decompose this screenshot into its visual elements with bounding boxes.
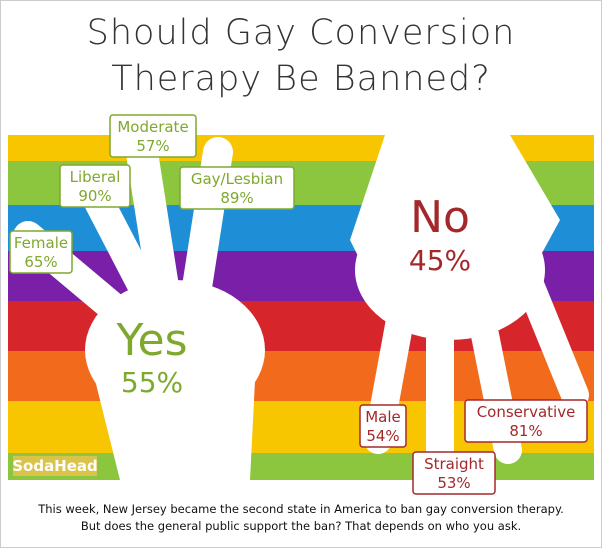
brand: SodaHead [12,457,98,475]
group-label: Male [365,408,401,426]
group-box [412,451,496,495]
group-box [464,399,588,443]
no-value: 45% [409,244,471,277]
yes-hand [13,124,265,480]
group-label: Straight [424,455,484,473]
group-label: Gay/Lesbian [191,170,283,188]
group-box [109,114,197,158]
caption: But does the general public support the … [81,519,521,533]
group-value: 81% [509,422,542,440]
group-box [359,404,407,448]
caption: This week, New Jersey became the second … [37,502,564,516]
group-value: 57% [136,137,169,155]
group-box [9,230,73,274]
group-label: Moderate [117,118,188,136]
group-box [179,166,295,210]
group-value: 53% [437,474,470,492]
yes-label: Yes [115,315,187,366]
group-label: Conservative [477,403,576,421]
group-value: 54% [366,427,399,445]
group-value: 89% [220,189,253,207]
group-label: Female [14,234,68,252]
group-value: 90% [78,187,111,205]
no-label: No [410,192,470,243]
group-label: Liberal [70,168,121,186]
title: Therapy Be Banned? [111,59,491,99]
title: Should Gay Conversion [87,13,516,53]
brand-badge [13,456,97,476]
yes-value: 55% [121,366,183,399]
group-value: 65% [24,253,57,271]
no-hand [350,135,589,479]
group-box [59,164,131,208]
